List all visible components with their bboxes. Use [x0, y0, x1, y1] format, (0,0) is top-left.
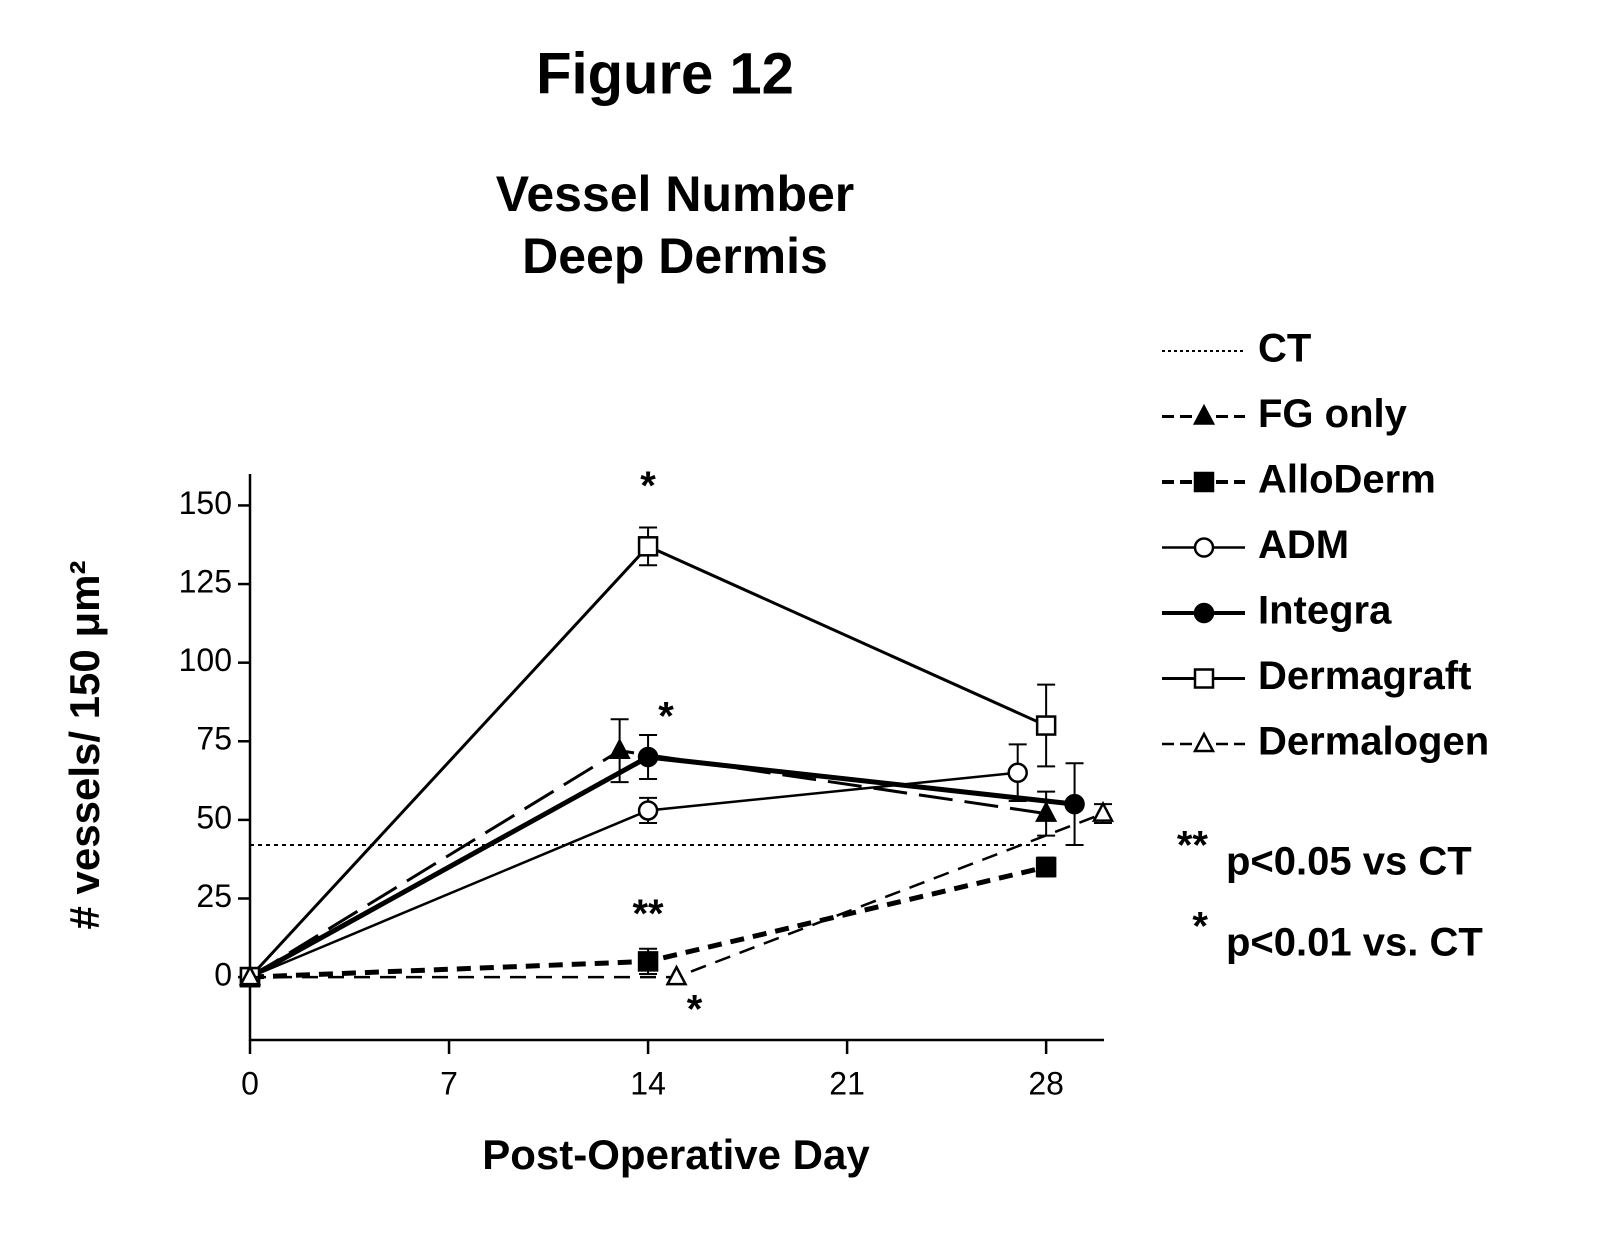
- x-axis-label: Post-Operative Day: [482, 1131, 870, 1178]
- figure-title: Figure 12: [536, 41, 794, 106]
- point: [637, 951, 659, 972]
- note-mark: *: [1192, 905, 1208, 949]
- y-tick-label: 125: [179, 564, 232, 600]
- y-tick-label: 100: [179, 642, 232, 678]
- chart-subtitle: Deep Dermis: [522, 228, 828, 284]
- point: [1035, 715, 1057, 736]
- x-tick-label: 0: [241, 1065, 259, 1101]
- annotation: *: [658, 695, 674, 739]
- legend-label: Dermalogen: [1258, 720, 1489, 764]
- series: [239, 733, 1085, 988]
- legend-marker: [1192, 731, 1216, 753]
- point: [1035, 800, 1058, 822]
- point: [608, 738, 631, 759]
- x-tick-label: 7: [440, 1065, 458, 1101]
- note-text: p<0.01 vs. CT: [1226, 921, 1483, 965]
- x-tick-label: 28: [1028, 1065, 1064, 1101]
- series-line: [249, 771, 1018, 979]
- note-mark: **: [1177, 824, 1209, 868]
- legend-label: FG only: [1258, 392, 1408, 436]
- point: [1091, 800, 1115, 822]
- y-tick-label: 75: [196, 721, 232, 757]
- legend-label: ADM: [1258, 523, 1349, 567]
- legend-marker: [1193, 471, 1215, 493]
- legend-label: Integra: [1258, 589, 1392, 633]
- series: [239, 526, 1057, 988]
- legend-marker: [1193, 537, 1215, 558]
- legend-label: Dermagraft: [1258, 654, 1471, 698]
- point: [637, 800, 659, 821]
- y-tick-label: 0: [214, 957, 232, 993]
- series: [239, 743, 1028, 988]
- point: [1064, 793, 1085, 815]
- note-text: p<0.05 vs CT: [1226, 840, 1472, 884]
- y-tick-label: 50: [196, 799, 232, 835]
- legend-marker: [1193, 602, 1215, 624]
- point: [1035, 856, 1057, 878]
- y-tick-label: 150: [179, 485, 232, 521]
- point: [637, 746, 659, 768]
- series: [238, 800, 1115, 986]
- annotation: *: [640, 464, 656, 508]
- point: [1007, 762, 1028, 783]
- x-tick-label: 14: [630, 1065, 666, 1101]
- series-line: [249, 749, 1047, 979]
- series-line: [248, 754, 1075, 980]
- legend-label: AlloDerm: [1258, 458, 1436, 502]
- point: [665, 964, 688, 986]
- annotation: *: [687, 988, 703, 1032]
- legend-marker: [1192, 403, 1216, 425]
- legend-label: CT: [1258, 327, 1311, 371]
- y-axis-label: # vessels/ 150 μm²: [61, 561, 108, 930]
- legend-marker: [1193, 668, 1215, 689]
- point: [637, 536, 659, 557]
- y-tick-label: 25: [196, 878, 232, 914]
- point: [238, 964, 262, 986]
- x-tick-label: 21: [829, 1065, 865, 1101]
- annotation: **: [632, 892, 664, 936]
- chart-title: Vessel Number: [496, 166, 855, 222]
